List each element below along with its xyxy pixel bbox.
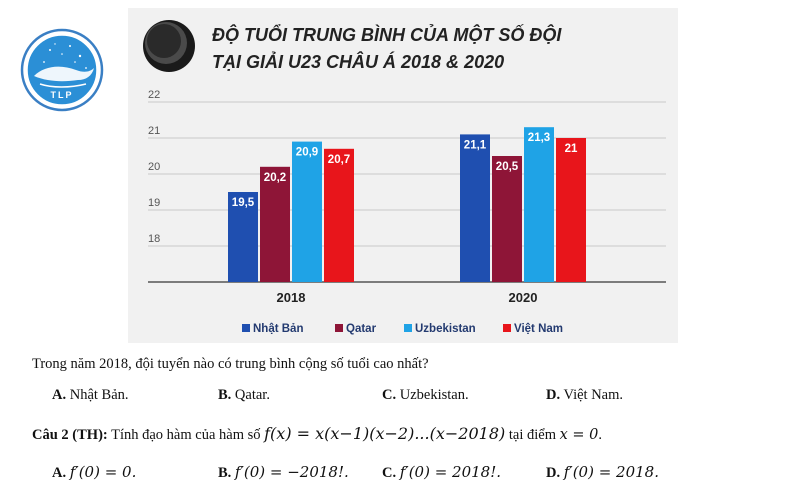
question2-text: Tính đạo hàm của hàm số — [111, 427, 261, 443]
bar-chart: ĐỘ TUỔI TRUNG BÌNH CỦA MỘT SỐ ĐỘI TẠI GI… — [143, 20, 666, 335]
option-letter: C. — [382, 387, 397, 403]
bar-value-label: 21,3 — [528, 132, 550, 144]
tlp-logo: TLP — [20, 28, 104, 112]
option-letter: D. — [546, 387, 561, 403]
chart-panel: ĐỘ TUỔI TRUNG BÌNH CỦA MỘT SỐ ĐỘI TẠI GI… — [128, 8, 678, 343]
x-category-label: 2018 — [277, 290, 306, 305]
y-tick-label: 22 — [148, 89, 160, 101]
legend-swatch — [242, 324, 250, 332]
chart-title-line1: ĐỘ TUỔI TRUNG BÌNH CỦA MỘT SỐ ĐỘI — [212, 24, 562, 45]
question2-option-b[interactable]: B. f′(0) = −2018!. — [218, 463, 349, 482]
legend-label: Nhật Bản — [253, 323, 303, 335]
question2-formula: f(x) = x(x−1)(x−2)...(x−2018) — [264, 424, 506, 443]
question2-line: Câu 2 (TH): Tính đạo hàm của hàm số f(x)… — [32, 424, 602, 444]
star-dots — [43, 43, 87, 69]
legend-label: Uzbekistan — [415, 323, 476, 335]
category-labels: 2018 2020 — [277, 290, 538, 305]
bar-nhật-bản-2018 — [228, 192, 258, 282]
option-text: f′(0) = 0. — [69, 463, 137, 481]
title-icon — [143, 20, 195, 72]
option-letter: B. — [218, 387, 232, 403]
question2-option-c[interactable]: C. f′(0) = 2018!. — [382, 463, 501, 482]
option-text: Uzbekistan. — [399, 387, 469, 403]
question2-suffix: tại điểm — [508, 427, 556, 443]
question2-end: . — [598, 427, 603, 443]
bar-value-label: 20,7 — [328, 154, 350, 166]
question1-option-a[interactable]: A. Nhật Bản. — [52, 387, 129, 404]
bar-uzbekistan-2018 — [292, 141, 322, 282]
y-tick-label: 20 — [148, 161, 160, 173]
whale-icon — [34, 66, 94, 82]
legend: Nhật Bản Qatar Uzbekistan Việt Nam — [242, 323, 563, 335]
bar-việt-nam-2018 — [324, 148, 354, 282]
option-text: f′(0) = 2018!. — [399, 463, 502, 481]
option-text: f′(0) = −2018!. — [234, 463, 349, 481]
option-text: Việt Nam. — [563, 387, 624, 403]
option-letter: A. — [52, 387, 67, 403]
option-letter: C. — [382, 465, 397, 481]
bar-value-label: 21,1 — [464, 139, 487, 151]
x-category-label: 2020 — [509, 290, 538, 305]
bars: 19,5 20,2 20,9 20,7 21,1 20,5 21,3 21 — [228, 127, 586, 282]
bar-uzbekistan-2020 — [524, 127, 554, 282]
legend-swatch — [335, 324, 343, 332]
bar-qatar-2020 — [492, 156, 522, 282]
bar-qatar-2018 — [260, 166, 290, 282]
question1-option-b[interactable]: B. Qatar. — [218, 387, 270, 404]
question1-text: Trong năm 2018, đội tuyển nào có trung b… — [32, 356, 429, 372]
gridlines: 18 19 20 21 22 — [148, 89, 666, 283]
y-tick-label: 18 — [148, 233, 160, 245]
legend-label: Qatar — [346, 323, 377, 335]
question2-option-d[interactable]: D. f′(0) = 2018. — [546, 463, 659, 482]
bar-value-label: 20,2 — [264, 172, 286, 184]
bar-việt-nam-2020 — [556, 138, 586, 282]
legend-swatch — [404, 324, 412, 332]
question2-option-a[interactable]: A. f′(0) = 0. — [52, 463, 136, 482]
option-text: Qatar. — [234, 387, 270, 403]
question2-label: Câu 2 (TH): — [32, 427, 108, 443]
chart-title-line2: TẠI GIẢI U23 CHÂU Á 2018 & 2020 — [212, 51, 504, 72]
bar-nhật-bản-2020 — [460, 134, 490, 282]
bar-value-label: 21 — [565, 143, 578, 155]
bar-value-label: 20,5 — [496, 161, 519, 173]
y-tick-label: 19 — [148, 197, 160, 209]
option-letter: D. — [546, 465, 561, 481]
legend-label: Việt Nam — [514, 323, 563, 335]
y-tick-label: 21 — [148, 125, 160, 137]
legend-swatch — [503, 324, 511, 332]
question1-option-c[interactable]: C. Uzbekistan. — [382, 387, 469, 404]
question2-point: x = 0 — [559, 427, 599, 443]
option-letter: A. — [52, 465, 67, 481]
question1-option-d[interactable]: D. Việt Nam. — [546, 387, 623, 404]
option-text: f′(0) = 2018. — [563, 463, 659, 481]
bar-value-label: 20,9 — [296, 147, 318, 159]
logo-text: TLP — [51, 90, 74, 100]
option-letter: B. — [218, 465, 232, 481]
option-text: Nhật Bản. — [69, 387, 129, 403]
bar-value-label: 19,5 — [232, 197, 255, 209]
